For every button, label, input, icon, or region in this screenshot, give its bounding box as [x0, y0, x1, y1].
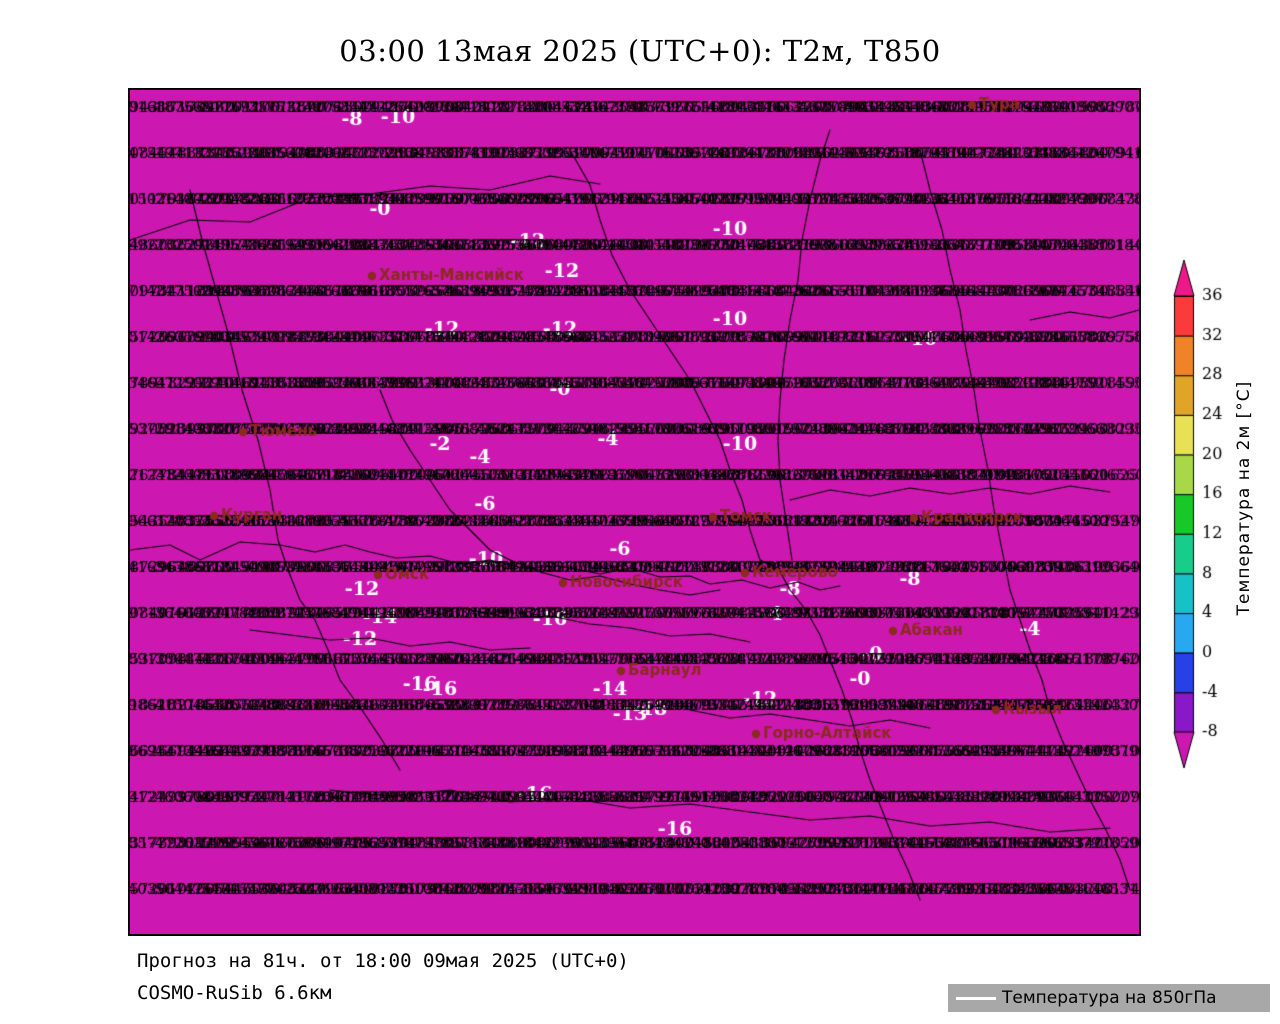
page-title: 03:00 13мая 2025 (UTC+0): T2м, T850	[339, 34, 941, 68]
map-canvas[interactable]	[130, 90, 1139, 934]
weather-map[interactable]	[128, 88, 1141, 936]
contour-legend-label: Температура на 850гПа	[1002, 988, 1217, 1008]
colorbar: Температура на 2м [°C]	[1160, 258, 1280, 770]
contour-legend: Температура на 850гПа	[948, 984, 1270, 1012]
contour-line-swatch	[956, 996, 996, 1000]
colorbar-canvas	[1160, 258, 1280, 770]
colorbar-axis-label: Температура на 2м [°C]	[1234, 380, 1254, 616]
model-info: COSMO-RuSib 6.6км	[137, 982, 332, 1004]
forecast-info: Прогноз на 81ч. от 18:00 09мая 2025 (UTC…	[137, 950, 629, 972]
